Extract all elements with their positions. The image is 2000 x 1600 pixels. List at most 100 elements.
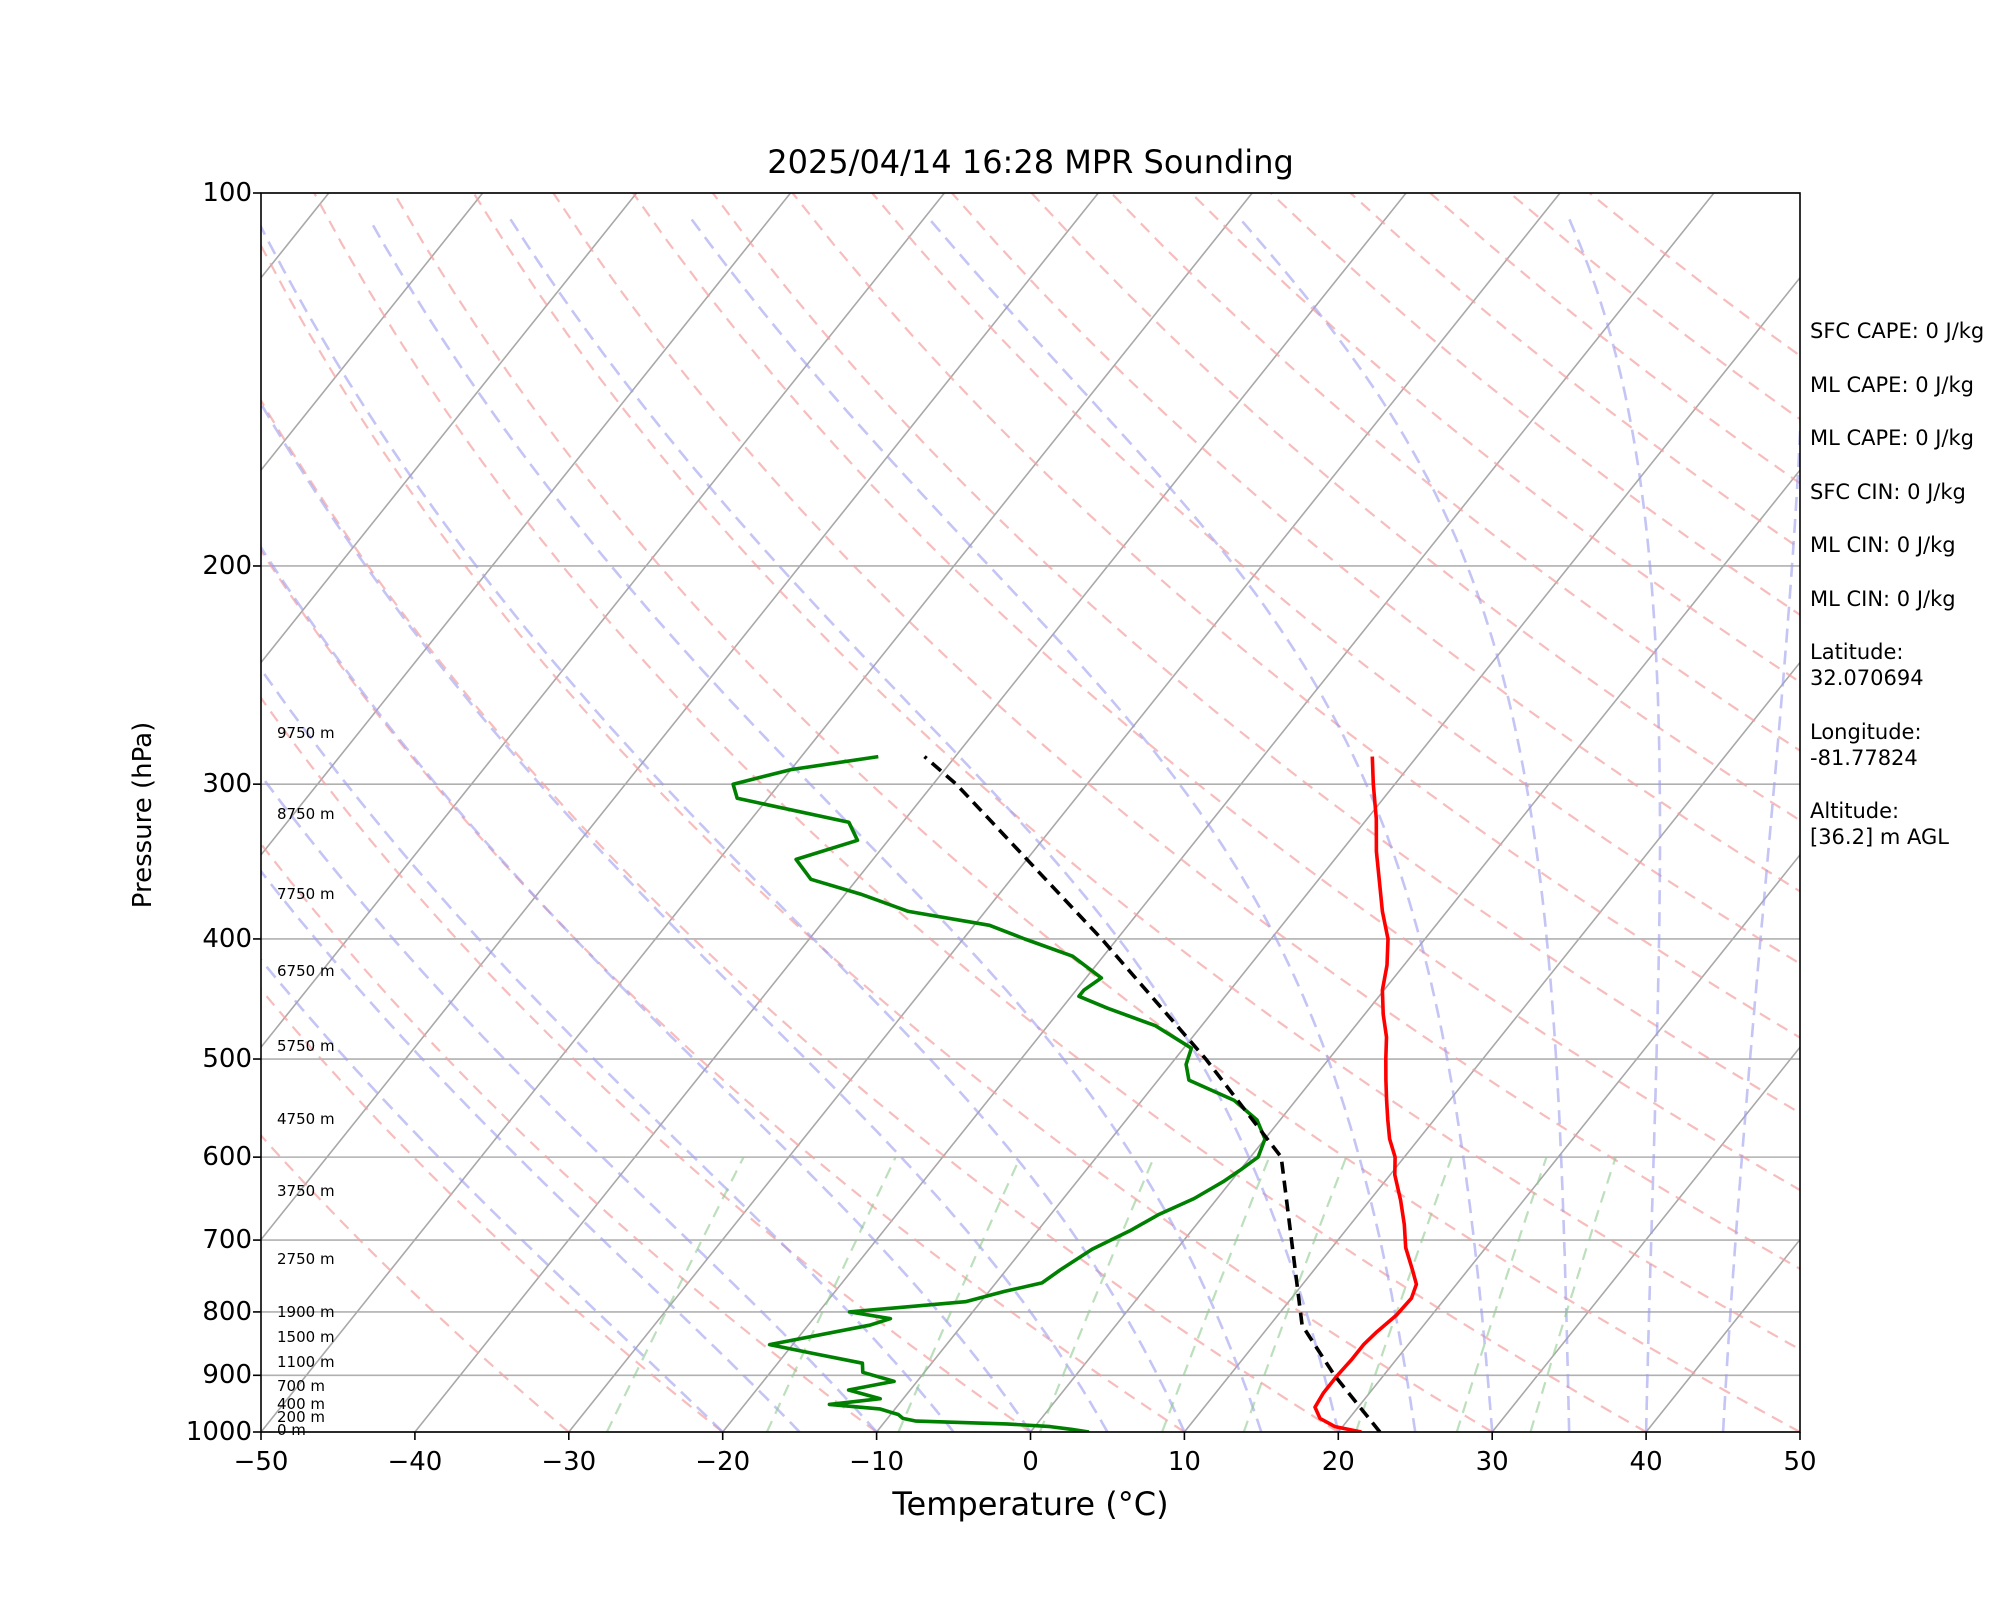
param-ml-cape: ML CAPE: 0 J/kg — [1810, 372, 1975, 397]
dry-adiabat-line — [261, 548, 1186, 1432]
param-ml-cin: ML CIN: 0 J/kg — [1810, 533, 1956, 557]
moist-adiabat-line — [368, 218, 1263, 1432]
moist-adiabat-line — [1568, 218, 1662, 1432]
y-tick-label: 200 — [202, 550, 252, 581]
param-sfc-cape: SFC CAPE: 0 J/kg — [1810, 319, 1985, 343]
isotherm-line — [568, 193, 1561, 1432]
y-axis-label: Pressure (hPa) — [128, 721, 158, 909]
y-tick-label: 500 — [202, 1044, 252, 1075]
dry-adiabat-line — [261, 842, 878, 1432]
moist-adiabat-line — [1239, 218, 1571, 1432]
mixing-ratio-line — [1529, 1156, 1617, 1432]
height-label: 3750 m — [277, 1181, 335, 1200]
height-label: 8750 m — [277, 804, 335, 823]
isotherm-line — [261, 193, 946, 1049]
height-label: 5750 m — [277, 1037, 335, 1056]
isotherm-line — [261, 193, 1253, 1432]
mixing-ratio-line — [765, 1156, 897, 1432]
height-label: 7750 m — [277, 884, 335, 903]
height-label: 2750 m — [277, 1250, 335, 1269]
pressure-gridlines — [261, 192, 1800, 1433]
mixing-ratio-line — [1161, 1156, 1271, 1432]
dry-adiabat-line — [632, 193, 1800, 1192]
sounding-parameters: SFC CAPE: 0 J/kg ML CAPE: 0 J/kg ML CAPE… — [1810, 318, 2000, 878]
moist-adiabat-line — [928, 218, 1494, 1432]
y-tick-label: 800 — [202, 1296, 252, 1327]
y-tick-label: 100 — [202, 178, 252, 208]
dry-adiabat-line — [791, 193, 1800, 1039]
x-tick-label: −50 — [233, 1447, 289, 1477]
isotherm-line — [261, 193, 484, 472]
param-sfc-cin: SFC CIN: 0 J/kg — [1810, 479, 1966, 504]
dry-adiabat-line — [871, 193, 1800, 966]
x-tick-label: −40 — [387, 1447, 443, 1477]
temperature-trace — [1313, 756, 1419, 1432]
isotherm-line — [1183, 661, 1800, 1432]
x-tick-label: 10 — [1167, 1447, 1201, 1477]
height-label: 1500 m — [277, 1327, 335, 1346]
y-tick-label: 400 — [202, 923, 252, 954]
isotherm-line — [261, 193, 638, 664]
param-latitude: Latitude: 32.070694 — [1810, 640, 1924, 690]
y-tick-label: 600 — [202, 1142, 252, 1173]
dry-adiabat-line — [261, 987, 724, 1432]
parcel-trace — [923, 755, 1382, 1432]
isotherm-line — [1491, 1045, 1800, 1432]
height-label: 9750 m — [277, 724, 335, 743]
moist-adiabat-line — [261, 957, 724, 1432]
isotherm-line — [722, 193, 1715, 1432]
param-ml-cin: ML CIN: 0 J/kg — [1810, 586, 1956, 611]
x-tick-label: −30 — [541, 1447, 597, 1477]
isotherm-line — [875, 276, 1800, 1432]
mixing-ratio-line — [897, 1156, 1022, 1432]
dewpoint-trace — [731, 754, 1267, 1432]
dry-adiabat-line — [472, 193, 1800, 1351]
height-label: 0 m — [277, 1421, 306, 1439]
x-tick-label: 20 — [1321, 1447, 1355, 1477]
dry-adiabat-line — [261, 243, 1493, 1432]
y-tick-label: 1000 — [185, 1417, 252, 1447]
height-label: 200 m — [277, 1407, 326, 1426]
moist-adiabat-line — [261, 773, 878, 1432]
plot-frame — [260, 192, 1801, 1433]
mixing-ratio-line — [605, 1156, 745, 1432]
y-tick-label: 300 — [202, 769, 252, 800]
mixing-ratio-line — [1455, 1156, 1548, 1432]
x-tick-label: 50 — [1783, 1447, 1817, 1477]
moist-adiabat-line — [261, 666, 955, 1432]
x-tick-label: 30 — [1475, 1447, 1509, 1477]
moist-adiabat-line — [261, 224, 1186, 1432]
moist-adiabat-line — [261, 869, 801, 1432]
height-label: 4750 m — [277, 1109, 335, 1128]
dry-adiabat-line — [1110, 193, 1800, 752]
mixing-ratio-line — [1038, 1156, 1156, 1432]
param-altitude: Altitude: [36.2] m AGL — [1810, 799, 1949, 849]
dry-adiabat-line — [261, 696, 1032, 1432]
isotherm-line — [1337, 853, 1800, 1432]
dry-adiabat-line — [552, 193, 1800, 1271]
x-tick-label: −10 — [849, 1447, 905, 1477]
thermo-guide-lines — [261, 193, 1800, 1432]
x-axis-label: Temperature (°C) — [892, 1485, 1169, 1523]
x-tick-label: 0 — [1022, 1447, 1039, 1477]
sounding-traces — [731, 754, 1419, 1432]
moist-adiabat-line — [690, 218, 1417, 1432]
chart-title: 2025/04/14 16:28 MPR Sounding — [767, 143, 1294, 181]
isotherm-line — [261, 193, 1099, 1241]
isotherm-line — [414, 193, 1407, 1432]
mixing-ratio-line — [1354, 1156, 1453, 1432]
mixing-ratio-line — [1242, 1156, 1348, 1432]
isotherm-line — [1029, 468, 1800, 1432]
height-label: 400 m — [277, 1395, 326, 1414]
height-label: 1100 m — [277, 1352, 335, 1371]
y-tick-label: 700 — [202, 1225, 252, 1256]
height-label: 6750 m — [277, 961, 335, 980]
x-tick-label: 40 — [1629, 1447, 1663, 1477]
param-ml-cape: ML CAPE: 0 J/kg — [1810, 426, 1975, 450]
moist-adiabat-line — [1721, 404, 1800, 1432]
param-longitude: Longitude: -81.77824 — [1810, 719, 1922, 770]
height-label: 700 m — [277, 1377, 326, 1396]
height-label: 1900 m — [277, 1302, 335, 1321]
dry-adiabat-line — [711, 193, 1800, 1115]
dry-adiabat-line — [261, 398, 1339, 1432]
